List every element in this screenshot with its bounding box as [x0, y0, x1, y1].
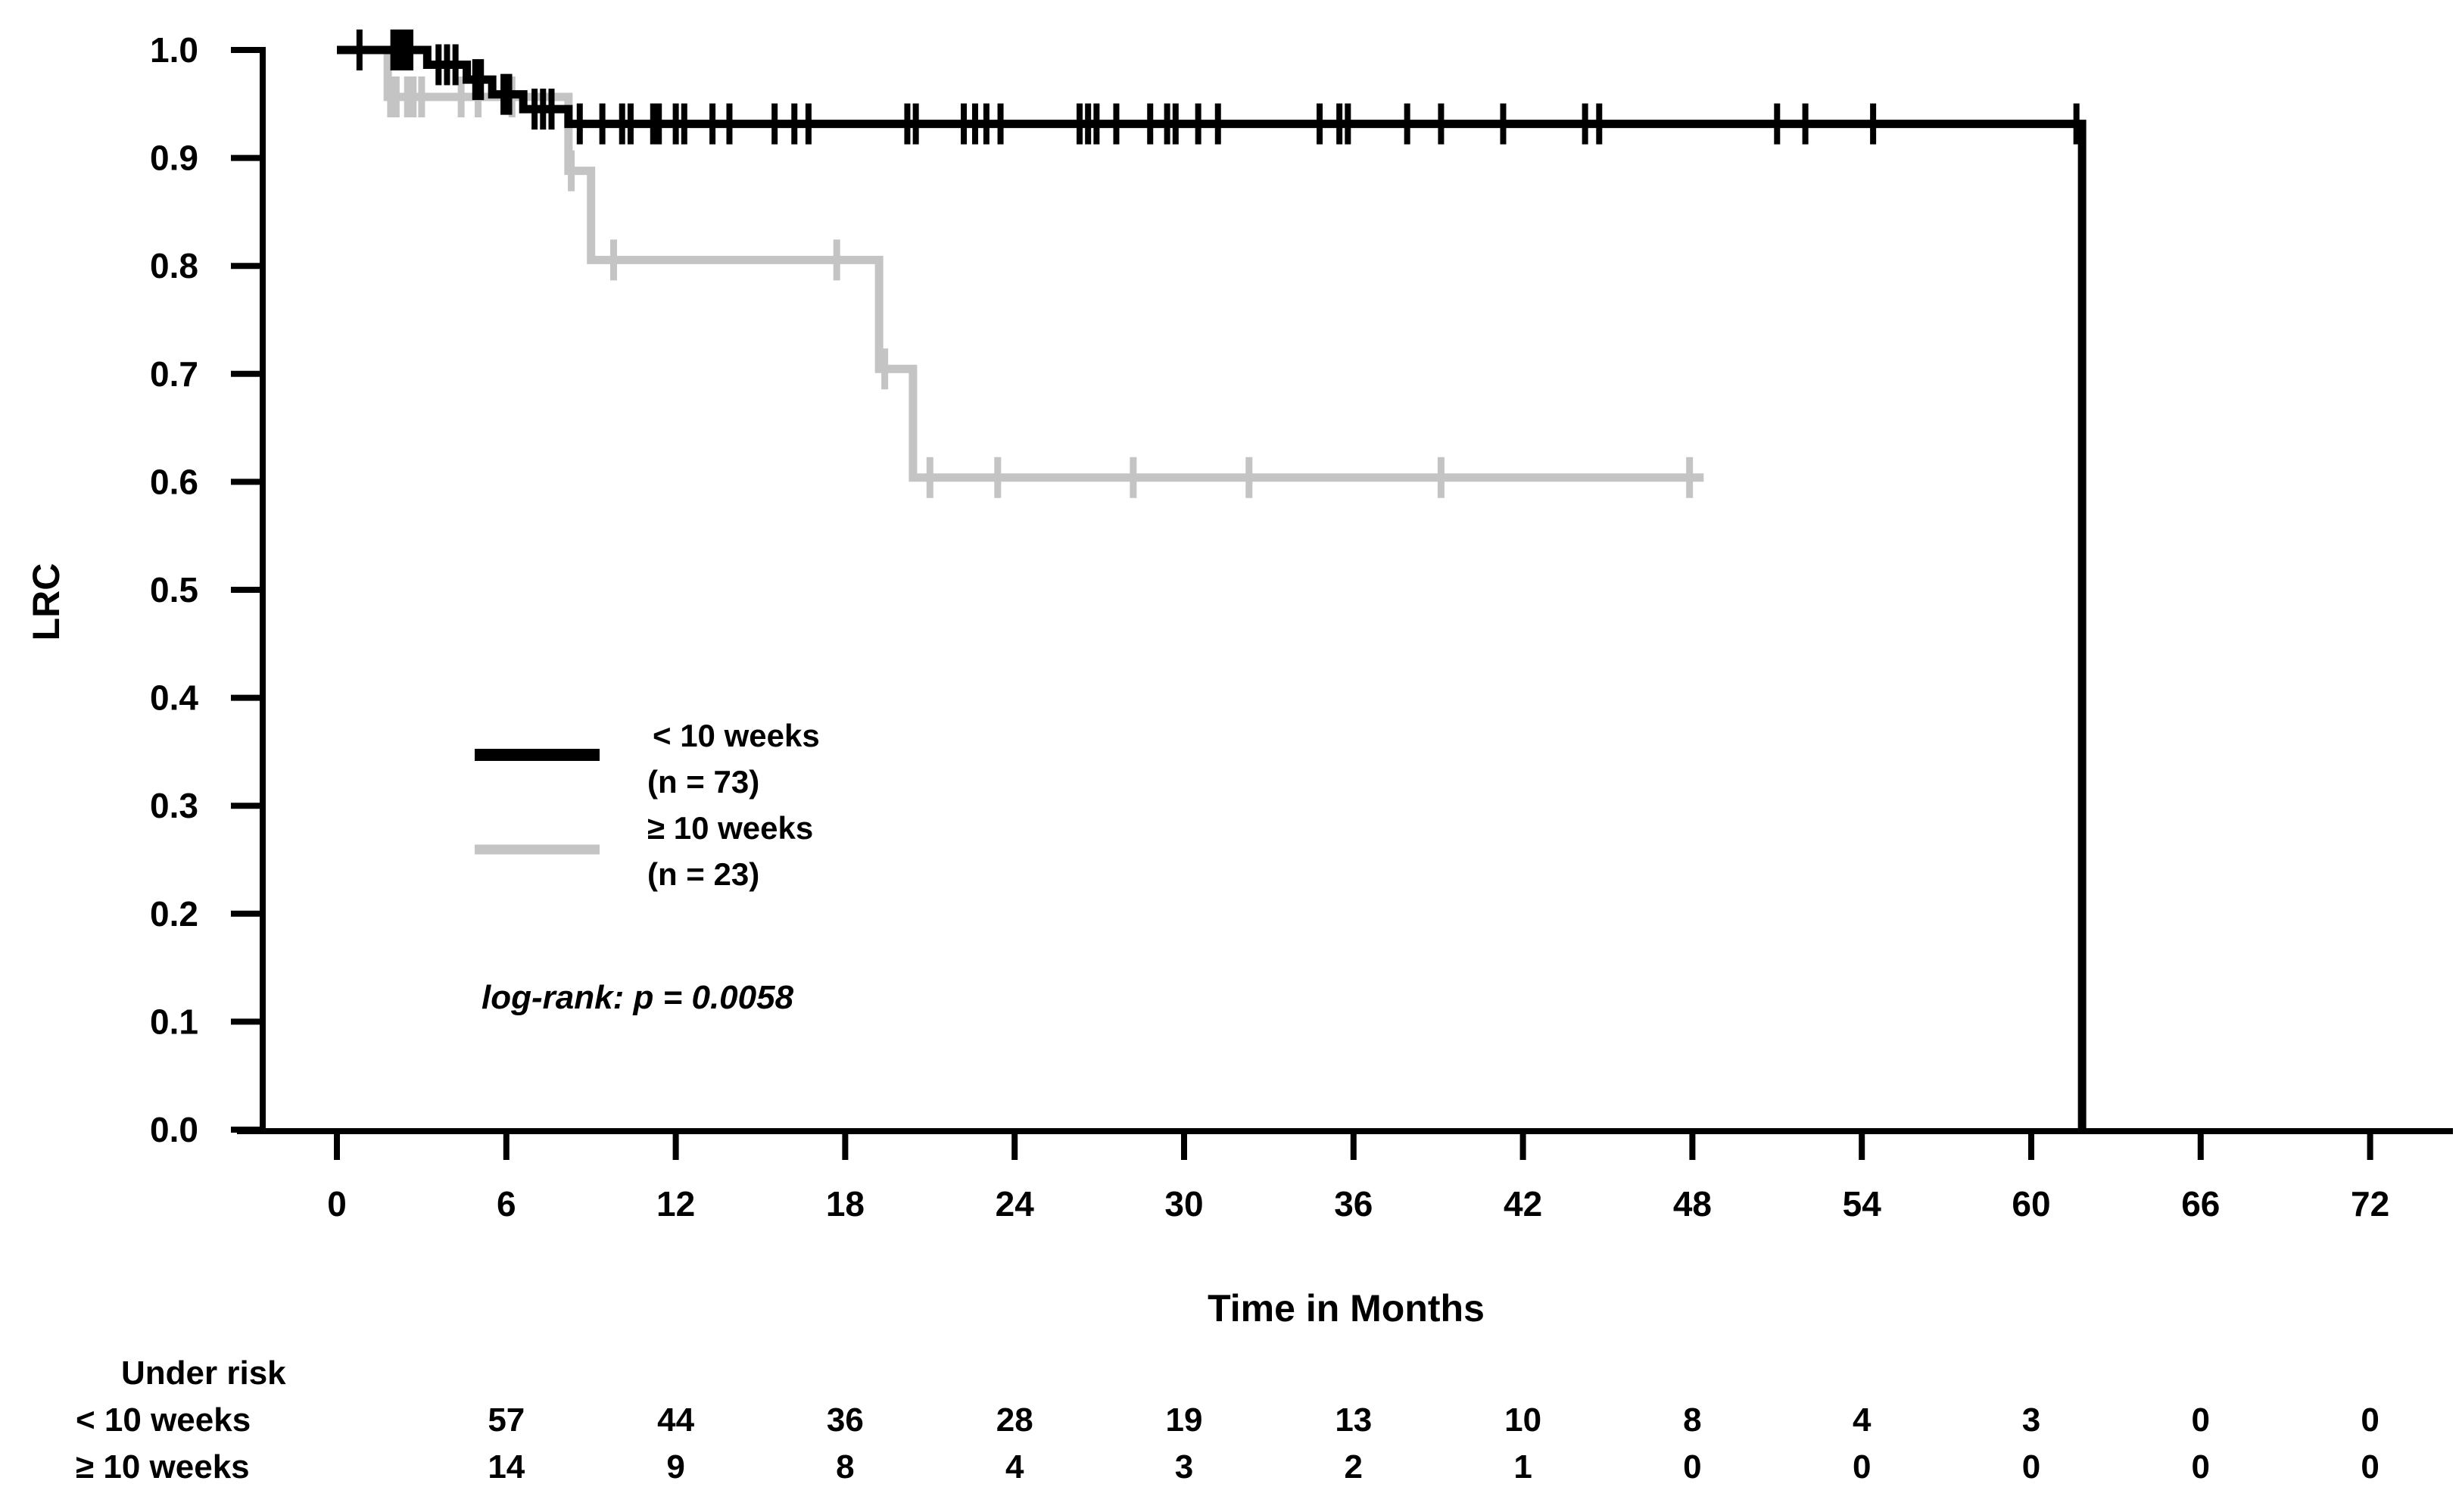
legend-label-ge10-weeks: ≥ 10 weeks — [647, 810, 813, 846]
y-tick-label: 0.5 — [150, 570, 198, 609]
risk-value: 0 — [2361, 1448, 2379, 1486]
risk-value: 3 — [1175, 1448, 1193, 1486]
risk-value: 28 — [996, 1401, 1033, 1439]
y-tick-label: 0.3 — [150, 786, 198, 825]
risk-row-label-lt10-weeks: < 10 weeks — [76, 1401, 251, 1439]
risk-value: 19 — [1166, 1401, 1203, 1439]
risk-table: Under risk < 10 weeks ≥ 10 weeks 57 44 36 2… — [76, 1355, 2380, 1486]
x-tick-label: 12 — [656, 1184, 695, 1224]
legend-n-lt10-weeks: (n = 73) — [647, 764, 759, 800]
x-tick-label: 0 — [327, 1184, 347, 1224]
risk-value: 9 — [666, 1448, 684, 1486]
y-tick-label: 0.7 — [150, 354, 198, 394]
risk-value: 4 — [1853, 1401, 1872, 1439]
risk-value: 57 — [488, 1401, 525, 1439]
x-tick-label: 30 — [1164, 1184, 1203, 1224]
log-rank-annotation: log-rank: p = 0.0058 — [482, 979, 794, 1016]
x-tick-label: 18 — [826, 1184, 865, 1224]
y-tick-label: 0.2 — [150, 894, 198, 934]
risk-value: 3 — [2022, 1401, 2040, 1439]
x-tick-label: 60 — [2012, 1184, 2050, 1224]
y-tick-label: 0.8 — [150, 246, 198, 285]
risk-value: 2 — [1345, 1448, 1363, 1486]
risk-table-title: Under risk — [121, 1355, 286, 1392]
x-tick-label: 42 — [1504, 1184, 1542, 1224]
risk-value: 8 — [836, 1448, 854, 1486]
axes: 0.0 0.1 0.2 0.3 0.4 0.5 0.6 0.7 0.8 0.9 1.0 0 6 12 18 2… — [150, 30, 2453, 1224]
x-tick-label: 48 — [1673, 1184, 1712, 1224]
risk-value: 0 — [1853, 1448, 1871, 1486]
risk-value: 0 — [2192, 1401, 2210, 1439]
x-tick-label: 6 — [497, 1184, 516, 1224]
legend-n-ge10-weeks: (n = 23) — [647, 856, 759, 892]
y-tick-label: 0.0 — [150, 1110, 198, 1149]
risk-value: 10 — [1504, 1401, 1541, 1439]
y-axis-title: LRC — [25, 563, 67, 641]
x-tick-label: 54 — [1843, 1184, 1882, 1224]
risk-value: 1 — [1513, 1448, 1532, 1486]
y-tick-label: 0.1 — [150, 1002, 198, 1041]
risk-value: 36 — [827, 1401, 864, 1439]
risk-value: 0 — [1683, 1448, 1701, 1486]
x-tick-label: 66 — [2181, 1184, 2220, 1224]
risk-value: 14 — [488, 1448, 525, 1486]
risk-value: 8 — [1683, 1401, 1701, 1439]
series-ge10-weeks — [337, 45, 1704, 498]
x-axis-title: Time in Months — [1208, 1287, 1485, 1330]
x-tick-label: 72 — [2351, 1184, 2389, 1224]
x-tick-label: 36 — [1334, 1184, 1373, 1224]
y-tick-label: 1.0 — [150, 30, 198, 70]
x-tick-label: 24 — [996, 1184, 1035, 1224]
risk-value: 0 — [2361, 1401, 2379, 1439]
y-tick-label: 0.6 — [150, 462, 198, 501]
lt10-weeks-curve — [337, 45, 2087, 1130]
risk-value: 0 — [2192, 1448, 2210, 1486]
risk-row-label-ge10-weeks: ≥ 10 weeks — [76, 1448, 250, 1486]
y-tick-label: 0.4 — [150, 678, 198, 718]
series-lt10-weeks — [337, 30, 2087, 1130]
risk-value: 4 — [1005, 1448, 1024, 1486]
risk-value: 13 — [1335, 1401, 1372, 1439]
legend-label-lt10-weeks: < 10 weeks — [653, 718, 820, 753]
risk-value: 0 — [2022, 1448, 2040, 1486]
risk-value: 44 — [657, 1401, 694, 1439]
y-tick-label: 0.9 — [150, 139, 198, 178]
legend: < 10 weeks (n = 73) ≥ 10 weeks (n = 23) — [475, 718, 820, 892]
risk-values: 57 44 36 28 19 13 10 8 4 3 0 014 9 8 4 3 2 1 0 0 0 0 0 — [488, 1401, 2380, 1486]
